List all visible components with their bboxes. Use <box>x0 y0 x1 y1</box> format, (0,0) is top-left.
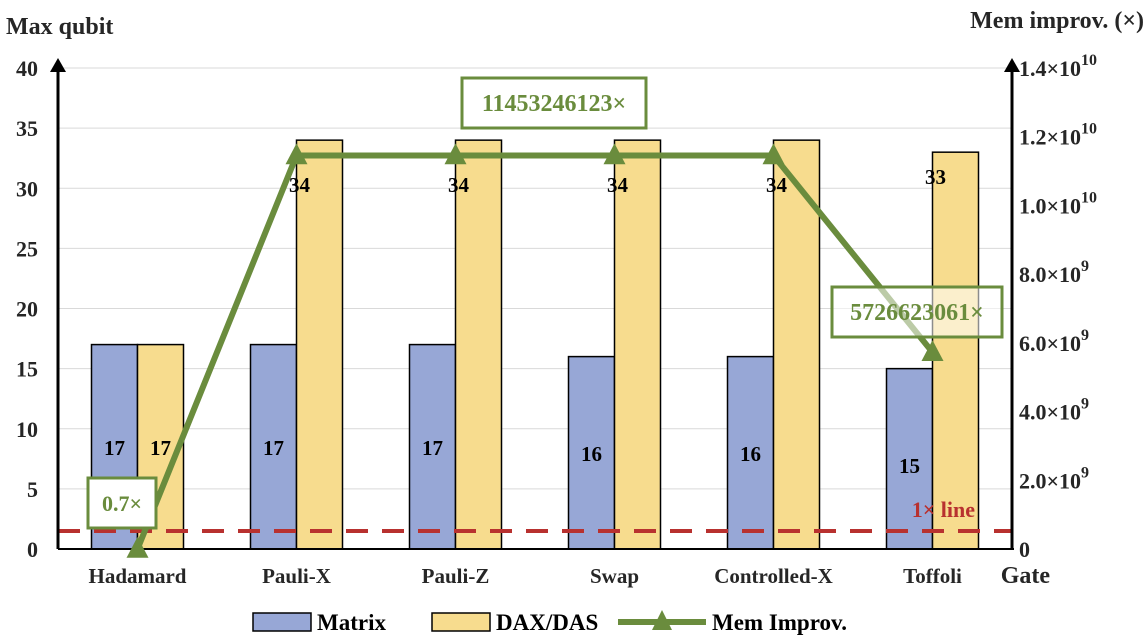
annotation-box <box>86 476 158 530</box>
bar-value-label: 34 <box>289 173 311 197</box>
y2-axis-arrow <box>1004 58 1020 72</box>
x-axis-title: Gate <box>1001 563 1051 589</box>
mem-improv-line <box>134 152 935 551</box>
annotations: 0.7× 11453246123× 5726623061× <box>86 76 1004 530</box>
bar-dax-das <box>295 139 344 550</box>
mem-improv-marker <box>762 143 785 165</box>
bar-value-label: 15 <box>899 454 920 478</box>
y2-tick-label: 1.4×1010 <box>1019 52 1097 81</box>
y-axis-title: Max qubit <box>6 14 113 40</box>
legend-label: DAX/DAS <box>496 610 598 635</box>
bar-matrix <box>885 367 934 550</box>
bar-value-label: 17 <box>104 436 125 460</box>
annotation-box <box>830 285 1004 339</box>
legend: Matrix DAX/DAS Mem Improv. <box>252 610 847 635</box>
bars <box>90 139 980 550</box>
x-tick-label: Hadamard <box>88 564 186 588</box>
y2-tick-label: 8.0×109 <box>1019 258 1089 287</box>
annotation-label: 5726623061× <box>850 300 984 326</box>
y2-tick-label: 1.2×1010 <box>1019 121 1097 150</box>
bar-value-label: 34 <box>607 173 629 197</box>
y2-tick-label: 1.0×1010 <box>1019 189 1097 218</box>
y-tick-label: 30 <box>16 176 38 201</box>
bar-value-label: 17 <box>263 436 284 460</box>
y-tick-label: 10 <box>16 417 38 442</box>
y2-axis-title: Mem improv. (×) <box>970 8 1144 34</box>
y2-tick-label: 2.0×109 <box>1019 464 1089 493</box>
y-tick-label: 35 <box>16 116 38 141</box>
y-tick-label: 25 <box>16 236 38 261</box>
y-tick-label: 15 <box>16 357 38 382</box>
y-tick-label: 20 <box>16 297 38 322</box>
x-tick-label: Pauli-X <box>262 564 331 588</box>
bar-value-label: 16 <box>740 442 761 466</box>
bar-value-label: 34 <box>448 173 470 197</box>
legend-swatch <box>252 612 312 632</box>
mem-improv-marker <box>444 143 467 165</box>
legend-marker <box>652 610 672 630</box>
reference-line-label: 1× line <box>912 497 975 522</box>
mem-improv-marker <box>126 536 149 558</box>
x-tick-label: Pauli-Z <box>422 564 490 588</box>
mem-improv-marker <box>285 143 308 165</box>
mem-improv-series <box>126 143 944 558</box>
x-tick-label: Swap <box>590 564 639 588</box>
legend-swatch <box>431 612 491 632</box>
x-tick-label: Controlled-X <box>714 564 833 588</box>
y2-tick-label: 0 <box>1019 537 1030 562</box>
mem-improv-marker <box>603 143 626 165</box>
y2-tick-label: 6.0×109 <box>1019 327 1089 356</box>
mem-improv-marker <box>921 340 944 362</box>
reference-line: 1× line <box>58 497 1012 533</box>
bar-dax-das <box>454 139 503 550</box>
annotation-box <box>460 76 648 130</box>
bar-dax-das <box>931 151 980 550</box>
bar-dax-das <box>772 139 821 550</box>
bar-value-label: 33 <box>925 165 946 189</box>
x-tick-label: Toffoli <box>903 564 962 588</box>
annotation-label: 0.7× <box>102 491 142 516</box>
bar-value-label: 17 <box>422 436 443 460</box>
annotation-label: 11453246123× <box>482 91 626 117</box>
axes <box>50 58 1020 550</box>
y-tick-label: 40 <box>16 56 38 81</box>
y-axis-arrow <box>50 58 66 72</box>
y-tick-label: 5 <box>27 477 38 502</box>
y2-tick-label: 4.0×109 <box>1019 396 1089 425</box>
legend-label: Matrix <box>317 610 386 635</box>
gridlines <box>58 67 1012 490</box>
bar-value-label: 34 <box>766 173 788 197</box>
bar-dax-das <box>613 139 662 550</box>
y-tick-label: 0 <box>27 537 38 562</box>
bar-value-labels: 17 17 17 16 16 15 17 34 34 34 34 33 <box>104 165 946 478</box>
bar-value-label: 17 <box>150 436 171 460</box>
tick-labels: 0 5 10 15 20 25 30 35 40 0 2.0×109 4.0×109 6.0×109 8.… <box>16 52 1097 588</box>
legend-label: Mem Improv. <box>712 610 847 635</box>
bar-value-label: 16 <box>581 442 602 466</box>
